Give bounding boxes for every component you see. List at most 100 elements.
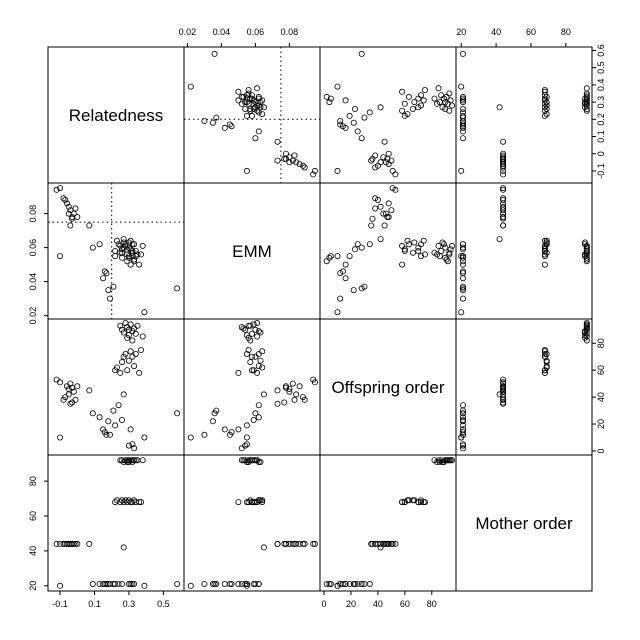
data-point-55 bbox=[243, 99, 250, 106]
data-point-59 bbox=[443, 256, 450, 263]
data-point-14 bbox=[500, 138, 507, 145]
data-point-0 bbox=[392, 171, 399, 178]
data-point-48 bbox=[119, 254, 126, 261]
data-point-61 bbox=[134, 322, 141, 329]
tick-label-offspring-order: 60 bbox=[400, 599, 410, 609]
data-point-30 bbox=[323, 258, 330, 265]
panel-mother-order-vs-offspring-order bbox=[455, 318, 593, 456]
data-point-26 bbox=[250, 581, 257, 588]
tick-label-mother-order: 60 bbox=[28, 511, 38, 521]
data-point-7 bbox=[67, 207, 74, 214]
data-point-32 bbox=[358, 581, 365, 588]
data-point-59 bbox=[240, 325, 247, 332]
data-point-11 bbox=[372, 205, 379, 212]
data-point-48 bbox=[242, 106, 249, 113]
data-point-60 bbox=[248, 92, 255, 99]
data-point-60 bbox=[438, 92, 445, 99]
data-point-17 bbox=[459, 414, 466, 421]
data-point-60 bbox=[583, 92, 590, 99]
data-point-32 bbox=[459, 50, 466, 57]
data-point-26 bbox=[119, 581, 126, 588]
data-point-28 bbox=[459, 95, 466, 102]
data-point-27 bbox=[242, 581, 249, 588]
data-point-28 bbox=[129, 441, 136, 448]
data-point-14 bbox=[274, 540, 281, 547]
data-point-0 bbox=[392, 540, 399, 547]
data-point-29 bbox=[342, 97, 349, 104]
data-point-37 bbox=[119, 497, 126, 504]
data-point-13 bbox=[274, 400, 281, 407]
tick-label-relatedness: 0.1 bbox=[596, 130, 606, 143]
data-point-39 bbox=[543, 102, 550, 109]
data-point-22 bbox=[107, 295, 114, 302]
data-point-20 bbox=[103, 270, 110, 277]
data-point-34 bbox=[248, 112, 255, 119]
data-point-7 bbox=[388, 540, 395, 547]
data-point-28 bbox=[459, 441, 466, 448]
data-point-47 bbox=[137, 251, 144, 258]
data-point-45 bbox=[541, 253, 548, 260]
data-point-11 bbox=[500, 396, 507, 403]
data-point-6 bbox=[65, 385, 72, 392]
data-point-45 bbox=[243, 350, 250, 357]
data-point-62 bbox=[254, 457, 261, 464]
data-point-0 bbox=[310, 540, 317, 547]
data-point-38 bbox=[120, 499, 127, 506]
data-point-24 bbox=[112, 422, 119, 429]
data-point-12 bbox=[74, 540, 81, 547]
data-point-10 bbox=[70, 388, 77, 395]
data-point-55 bbox=[125, 458, 132, 465]
data-point-20 bbox=[103, 431, 110, 438]
data-point-29 bbox=[127, 426, 134, 433]
data-point-61 bbox=[245, 457, 252, 464]
data-point-14 bbox=[274, 387, 281, 394]
tick-label-emm: 0.08 bbox=[281, 27, 299, 37]
data-point-33 bbox=[120, 236, 127, 243]
data-point-0 bbox=[53, 186, 60, 193]
data-point-49 bbox=[117, 249, 124, 256]
tick-label-relatedness: 0.5 bbox=[157, 599, 170, 609]
data-point-19 bbox=[100, 426, 107, 433]
tick-label-emm: 0.02 bbox=[28, 307, 38, 325]
data-point-29 bbox=[127, 581, 134, 588]
data-point-26 bbox=[351, 246, 358, 253]
data-point-50 bbox=[582, 239, 589, 246]
data-point-16 bbox=[358, 244, 365, 251]
data-point-23 bbox=[459, 283, 466, 290]
data-point-17 bbox=[354, 241, 361, 248]
data-point-33 bbox=[120, 544, 127, 551]
data-point-20 bbox=[337, 270, 344, 277]
data-point-21 bbox=[350, 287, 357, 294]
data-point-37 bbox=[247, 359, 254, 366]
data-point-10 bbox=[286, 388, 293, 395]
data-point-26 bbox=[459, 246, 466, 253]
data-point-15 bbox=[334, 253, 341, 260]
data-point-62 bbox=[583, 85, 590, 92]
data-point-19 bbox=[221, 124, 228, 131]
data-point-25 bbox=[366, 581, 373, 588]
data-point-5 bbox=[293, 391, 300, 398]
data-point-41 bbox=[257, 357, 264, 364]
data-point-38 bbox=[541, 244, 548, 251]
data-point-1 bbox=[389, 185, 396, 192]
data-point-10 bbox=[70, 540, 77, 547]
data-point-29 bbox=[127, 261, 134, 268]
data-point-33 bbox=[260, 391, 267, 398]
data-point-19 bbox=[100, 275, 107, 282]
data-point-44 bbox=[405, 93, 412, 100]
tick-label-mother-order: 80 bbox=[28, 476, 38, 486]
tick-label-offspring-order: 60 bbox=[596, 365, 606, 375]
data-point-46 bbox=[235, 369, 242, 376]
data-point-39 bbox=[122, 241, 129, 248]
data-point-4 bbox=[385, 200, 392, 207]
data-point-26 bbox=[351, 106, 358, 113]
data-point-19 bbox=[221, 426, 228, 433]
data-point-16 bbox=[459, 135, 466, 142]
data-point-47 bbox=[421, 499, 428, 506]
data-point-58 bbox=[582, 241, 589, 248]
data-point-61 bbox=[134, 251, 141, 258]
data-point-53 bbox=[583, 258, 590, 265]
data-point-57 bbox=[431, 249, 438, 256]
data-point-53 bbox=[238, 457, 245, 464]
data-point-3 bbox=[299, 540, 306, 547]
